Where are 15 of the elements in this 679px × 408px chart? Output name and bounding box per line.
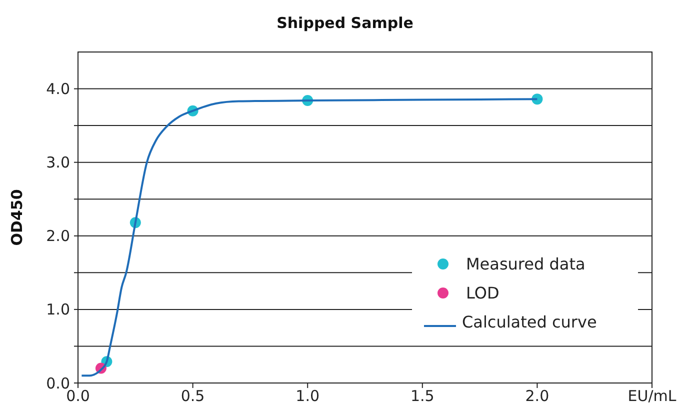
x-tick-label: 0.0 xyxy=(66,387,90,405)
chart-title: Shipped Sample xyxy=(276,14,414,32)
y-axis-title: OD450 xyxy=(8,189,26,246)
y-tick-label: 4.0 xyxy=(46,80,70,98)
x-tick-label: 0.5 xyxy=(180,387,205,405)
y-tick-label: 3.0 xyxy=(46,154,70,172)
legend-label: Measured data xyxy=(466,254,586,274)
x-tick-label: EU/mL xyxy=(628,387,677,405)
x-tick-label: 2.0 xyxy=(525,387,550,405)
x-tick-label: 1.0 xyxy=(296,387,320,405)
y-tick-label: 2.0 xyxy=(46,227,70,246)
x-tick-label: 1.5 xyxy=(410,387,434,405)
y-tick-label: 1.0 xyxy=(46,300,70,319)
legend-label: LOD xyxy=(466,284,500,303)
legend-label: Calculated curve xyxy=(462,312,597,332)
